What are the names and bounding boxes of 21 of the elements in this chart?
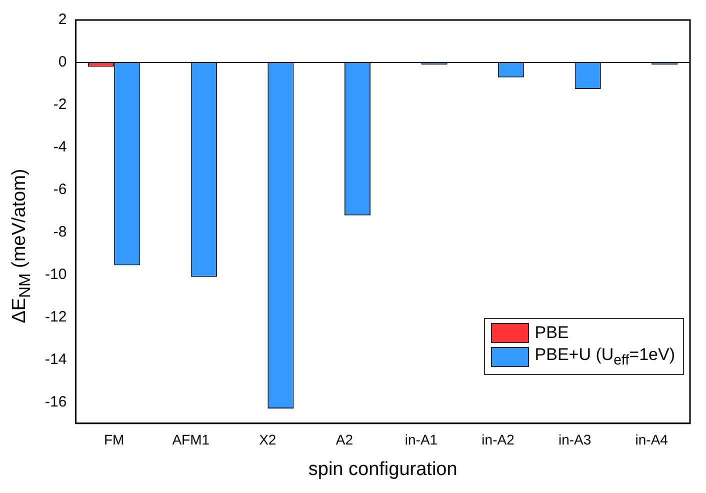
x-tick-label: in-A1 xyxy=(404,432,438,448)
x-tick-label: A2 xyxy=(336,432,354,448)
x-tick-label: AFM1 xyxy=(172,432,210,448)
y-tick-label: -14 xyxy=(44,350,67,368)
y-tick-label: -12 xyxy=(44,308,67,326)
y-tick-label: -10 xyxy=(44,266,67,283)
x-tick-label: in-A2 xyxy=(482,432,515,448)
legend-label: PBE+U (U$_{eff}$=1eV) xyxy=(534,344,675,370)
y-tick-label: -2 xyxy=(53,96,67,114)
y-tick-label: -16 xyxy=(44,393,67,410)
x-tick-label: FM xyxy=(104,432,124,448)
legend-label: PBE xyxy=(534,322,569,344)
y-tick-label: 0 xyxy=(58,54,67,71)
y-tick-label: 2 xyxy=(58,11,67,28)
x-tick-label: in-A4 xyxy=(635,432,668,448)
y-tick-label: -8 xyxy=(53,223,67,240)
x-axis-title: spin configuration xyxy=(308,458,458,480)
x-tick-label: X2 xyxy=(259,432,276,448)
y-tick-label: -4 xyxy=(53,138,67,156)
y-tick-label: -6 xyxy=(53,180,67,198)
x-tick-label: in-A3 xyxy=(558,432,592,448)
